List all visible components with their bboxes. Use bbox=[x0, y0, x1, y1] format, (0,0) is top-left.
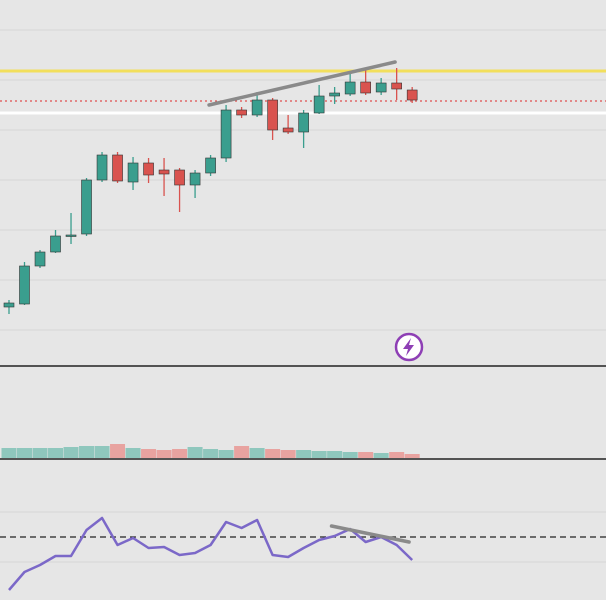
volume-bar bbox=[32, 448, 48, 458]
candle-body bbox=[81, 179, 92, 235]
candle-body bbox=[220, 109, 232, 159]
volume-bar bbox=[63, 447, 79, 458]
volume-bar bbox=[94, 446, 110, 458]
candle-body bbox=[65, 234, 77, 237]
volume-bar bbox=[1, 448, 17, 458]
volume-bar bbox=[342, 452, 358, 458]
candle-body bbox=[34, 251, 46, 267]
candle-body bbox=[298, 112, 309, 133]
volume-bar bbox=[249, 448, 265, 458]
volume-bar bbox=[110, 444, 126, 458]
volume-bar bbox=[218, 450, 234, 458]
volume-bar bbox=[327, 451, 343, 458]
volume-bar bbox=[79, 446, 95, 458]
lightning-icon[interactable] bbox=[394, 332, 424, 362]
volume-bar bbox=[280, 450, 296, 458]
volume-bar bbox=[17, 448, 33, 458]
volume-bar bbox=[296, 450, 312, 458]
candle-body bbox=[282, 127, 294, 133]
candle-body bbox=[205, 157, 216, 174]
volume-bar bbox=[141, 449, 157, 458]
volume-bar bbox=[358, 452, 374, 458]
volume-bar bbox=[187, 447, 203, 458]
candle-body bbox=[174, 169, 185, 186]
volume-bar bbox=[48, 448, 64, 458]
candle-body bbox=[251, 99, 263, 116]
candle-body bbox=[360, 81, 371, 94]
rsi-line bbox=[8, 516, 414, 591]
volume-bar bbox=[404, 454, 420, 458]
trend-line bbox=[207, 60, 397, 107]
candle-body bbox=[112, 154, 123, 182]
candle-body bbox=[329, 92, 340, 97]
candle-body bbox=[96, 154, 108, 181]
volume-bar bbox=[156, 450, 172, 458]
volume-bar bbox=[172, 449, 188, 458]
candle-body bbox=[127, 162, 139, 183]
volume-bar bbox=[234, 446, 250, 458]
candle-body bbox=[189, 172, 201, 186]
volume-bar bbox=[389, 452, 405, 458]
candle-body bbox=[406, 89, 418, 101]
candle-body bbox=[391, 82, 402, 90]
candle-body bbox=[50, 235, 61, 253]
volume-bar bbox=[125, 448, 141, 458]
volume-bar bbox=[311, 451, 327, 458]
candle-body bbox=[344, 81, 356, 95]
candle-body bbox=[375, 82, 387, 93]
volume-bar bbox=[265, 449, 281, 458]
candle-body bbox=[3, 302, 15, 308]
volume-bar bbox=[203, 449, 219, 458]
candle-body bbox=[19, 265, 30, 305]
candle-body bbox=[236, 109, 247, 116]
candle-body bbox=[313, 95, 325, 114]
candle-body bbox=[143, 162, 154, 176]
candle-body bbox=[158, 169, 170, 175]
trend-line bbox=[329, 524, 411, 544]
volume-bar bbox=[373, 453, 389, 458]
candle-body bbox=[267, 99, 278, 131]
